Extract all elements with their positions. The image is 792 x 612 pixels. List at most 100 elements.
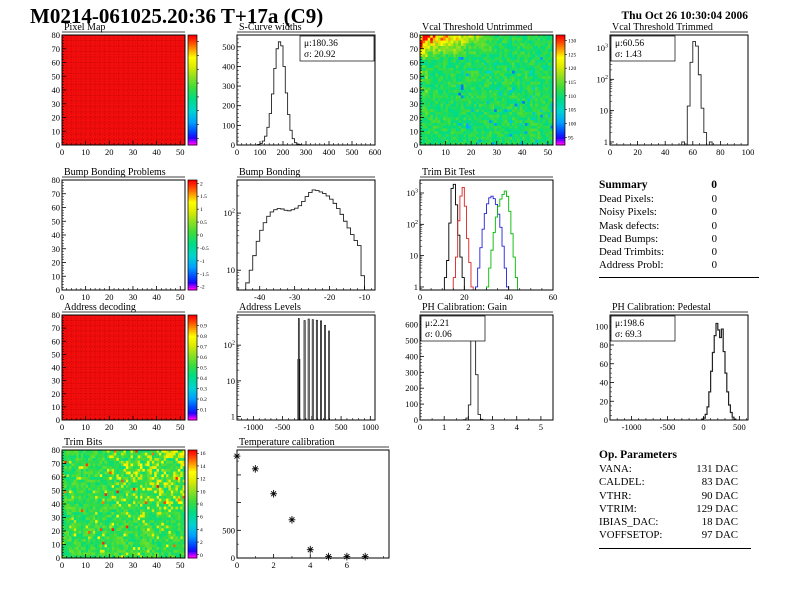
y-axis: 0 20 40 60 80 100 xyxy=(595,316,614,425)
chart-ph-calibration-gain: 0 1 2 3 4 5 0 100 200 300 400 500 600 μ:2.21 σ: 0.06 PH… xyxy=(388,300,568,440)
axis-tick-label: 0 xyxy=(235,560,239,570)
stats-mu: μ:180.36 xyxy=(304,39,338,49)
axis-tick-label: 20 xyxy=(52,389,61,399)
op-parameter-label: CALDEL: xyxy=(599,476,645,489)
summary-row: Dead Trimbits: 0 xyxy=(599,246,717,259)
y-axis: 0 10 20 30 40 50 60 70 80 xyxy=(410,30,424,150)
chart-content xyxy=(420,35,554,146)
axis-tick-label: 80 xyxy=(52,30,61,40)
axis-tick-label: 50 xyxy=(410,71,419,81)
axis-tick-label: 10 xyxy=(410,126,419,136)
op-parameter-label: VTHR: xyxy=(599,489,632,502)
x-axis: 0 20 40 60 80 100 xyxy=(608,141,754,157)
colorbar-label: 8 xyxy=(200,502,203,508)
colorbar: 130 125 120 115 110 105 100 95 xyxy=(555,34,577,146)
axis-tick-label: 20 xyxy=(105,422,114,432)
chart-temperature-calibration: 0 2 4 6 0 500 Temperature calibration xyxy=(205,435,400,578)
colorbar-label: 0.5 xyxy=(200,366,207,372)
op-parameter-label: IBIAS_DAC: xyxy=(599,516,659,529)
axis-tick-label: 10 xyxy=(81,422,90,432)
axis-tick-label: 1 xyxy=(231,412,235,422)
axis-tick-label: 10 xyxy=(52,402,61,412)
colorbar: 16 14 12 10 8 6 4 2 0 xyxy=(187,449,206,559)
axis-tick-label: 60 xyxy=(52,336,61,346)
chart-title: Trim Bit Test xyxy=(422,167,475,178)
axis-tick-label: 40 xyxy=(152,147,161,157)
axis-tick-label: 10 xyxy=(81,292,90,302)
axis-tick-label: 10 xyxy=(227,376,236,386)
colorbar-label: 0.7 xyxy=(200,345,207,351)
axis-tick-label: 30 xyxy=(52,376,61,386)
summary-value: 0 xyxy=(711,206,717,219)
chart-svg: 0 100 200 300 400 500 600 0 100 200 300 400 500 μ:180… xyxy=(222,22,381,157)
axis-tick-label: 60 xyxy=(689,147,698,157)
axis-tick-label: 60 xyxy=(549,292,558,302)
summary-total: 0 xyxy=(711,179,717,191)
axis-tick-label: 0 xyxy=(608,147,612,157)
axis-tick-label: 40 xyxy=(600,378,609,388)
axis-tick-label: 0 xyxy=(414,415,418,425)
chart-title: PH Calibration: Gain xyxy=(422,302,507,313)
axis-tick-label: 40 xyxy=(52,499,61,509)
axis-tick-label: 0 xyxy=(60,560,64,570)
axis-tick-label: 20 xyxy=(52,258,61,268)
colorbar-label: 6 xyxy=(200,515,203,521)
colorbar-label: 14 xyxy=(200,464,206,470)
chart-title: Trim Bits xyxy=(64,437,102,448)
colorbar-label: 130 xyxy=(568,39,577,45)
colorbar-label: 0.9 xyxy=(200,324,207,330)
axis-tick-label: 0 xyxy=(310,422,314,432)
x-axis: 0 10 20 30 40 50 xyxy=(60,416,186,432)
colorbar-label: 120 xyxy=(568,66,577,72)
axis-tick-label: 500 xyxy=(346,147,359,157)
colorbar-label: 12 xyxy=(200,477,206,483)
axis-tick-label: 600 xyxy=(405,320,418,330)
colorbar xyxy=(187,34,199,146)
axis-tick-label: 80 xyxy=(52,310,61,320)
axis-tick-label: 0 xyxy=(60,147,64,157)
axis-tick-label: 102 xyxy=(407,219,419,229)
chart-title: Address Levels xyxy=(239,302,301,313)
op-parameter-value: 18 DAC xyxy=(701,516,738,529)
summary-value: 0 xyxy=(711,259,717,272)
axis-tick-label: 30 xyxy=(492,147,501,157)
axis-tick-label: 6 xyxy=(345,560,349,570)
axis-tick-label: 0 xyxy=(60,422,64,432)
axis-tick-label: 50 xyxy=(52,349,61,359)
axis-tick-label: 40 xyxy=(661,147,670,157)
axis-tick-label: 50 xyxy=(176,292,185,302)
axis-tick-label: 103 xyxy=(407,188,419,198)
stats-box: μ:2.21σ: 0.06 xyxy=(420,315,486,342)
colorbar-label: 105 xyxy=(568,108,577,114)
op-parameter-row: CALDEL: 83 DAC xyxy=(599,476,738,489)
axis-tick-label: 0 xyxy=(418,292,422,302)
colorbar-label: -1.5 xyxy=(200,272,209,278)
axis-tick-label: 70 xyxy=(52,459,61,469)
axis-tick-label: 102 xyxy=(597,74,609,84)
axis-tick-label: 40 xyxy=(52,230,61,240)
colorbar-label: 2 xyxy=(200,540,203,546)
axis-tick-label: 40 xyxy=(152,560,161,570)
chart-trim-bits: 0 10 20 30 40 50 0 10 20 30 40 50 60 70 80 16 14 12 10 8 6 4 2… xyxy=(30,435,235,578)
colorbar-label: -2 xyxy=(200,285,205,291)
chart-svg: -1000 -500 0 500 1000 1 10 102 Address Levels xyxy=(224,302,379,432)
axis-tick-label: 0 xyxy=(414,140,418,150)
colorbar-label: 95 xyxy=(568,135,574,141)
axis-tick-label: 40 xyxy=(518,147,527,157)
op-parameter-value: 83 DAC xyxy=(701,476,738,489)
chart-title: S-Curve widths xyxy=(239,22,302,33)
chart-bump-bonding: -40 -30 -20 -10 10 102 Bump Bonding xyxy=(205,165,385,309)
axis-tick-label: 70 xyxy=(52,323,61,333)
stats-box: μ:60.56σ: 1.43 xyxy=(610,35,676,62)
axis-tick-label: 30 xyxy=(410,99,419,109)
y-axis: 0 10 20 30 40 50 60 70 80 xyxy=(52,310,66,425)
colorbar: 2 1.5 1 0.5 0 -0.5 -1 -1.5 -2 xyxy=(187,179,209,291)
axis-tick-label: 0 xyxy=(231,553,235,563)
colorbar-label: 0.6 xyxy=(200,355,207,361)
stats-sigma: σ: 0.06 xyxy=(425,330,452,340)
axis-tick-label: 30 xyxy=(52,513,61,523)
chart-content xyxy=(679,41,713,146)
summary-row: Dead Bumps: 0 xyxy=(599,233,717,246)
